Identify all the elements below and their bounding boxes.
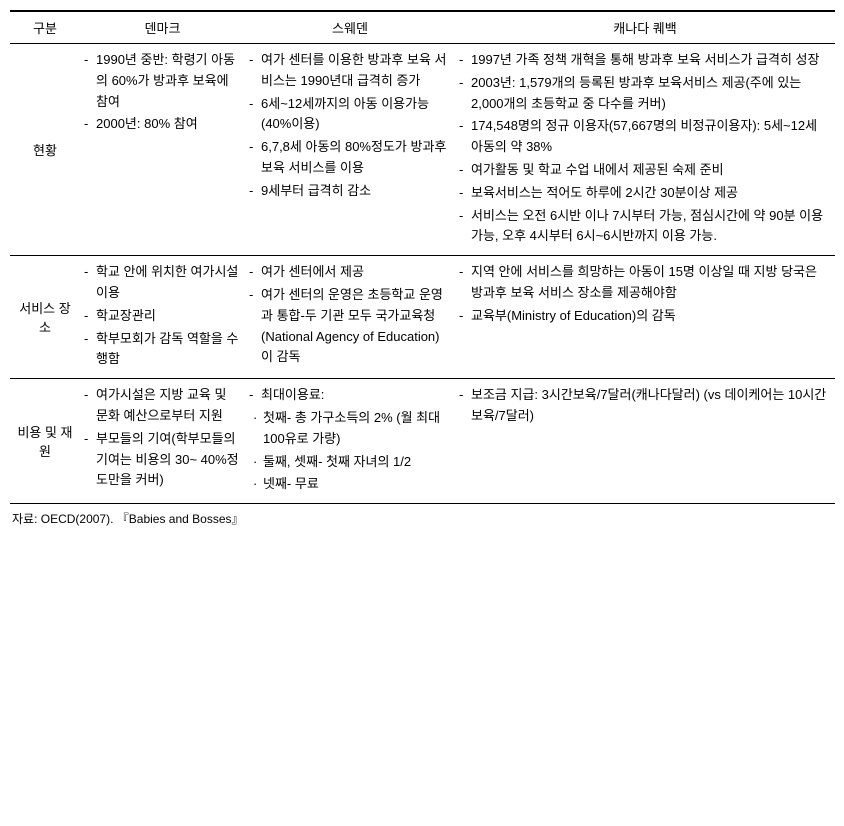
cell-sweden-cost: 최대이용료: 첫째- 총 가구소득의 2% (월 최대 100유로 가량) 둘째…	[245, 379, 455, 504]
row-label-cost: 비용 및 재원	[10, 379, 80, 504]
list-item: 지역 안에 서비스를 희망하는 아동이 15명 이상일 때 지방 당국은 방과후…	[459, 262, 831, 304]
list-item: 6,7,8세 아동의 80%정도가 방과후 보육 서비스를 이용	[249, 137, 451, 179]
cell-canada-status: 1997년 가족 정책 개혁을 통해 방과후 보육 서비스가 급격히 성장 20…	[455, 44, 835, 256]
sub-list-item: 넷째- 무료	[249, 474, 451, 495]
sub-list-item: 첫째- 총 가구소득의 2% (월 최대 100유로 가량)	[249, 408, 451, 450]
list-item: 보조금 지급: 3시간보육/7달러(캐나다달러) (vs 데이케어는 10시간보…	[459, 385, 831, 427]
list-item: 여가 센터의 운영은 초등학교 운영과 통합-두 기관 모두 국가교육청(Nat…	[249, 285, 451, 368]
cell-denmark-cost: 여가시설은 지방 교육 및 문화 예산으로부터 지원 부모들의 기여(학부모들의…	[80, 379, 245, 504]
list-item: 서비스는 오전 6시반 이나 7시부터 가능, 점심시간에 약 90분 이용 가…	[459, 206, 831, 248]
list-item: 보육서비스는 적어도 하루에 2시간 30분이상 제공	[459, 183, 831, 204]
sub-list-item: 둘째, 셋째- 첫째 자녀의 1/2	[249, 452, 451, 473]
list-item: 174,548명의 정규 이용자(57,667명의 비정규이용자): 5세~12…	[459, 116, 831, 158]
list-item: 교육부(Ministry of Education)의 감독	[459, 306, 831, 327]
list-item: 1990년 중반: 학령기 아동의 60%가 방과후 보육에 참여	[84, 50, 241, 112]
comparison-table: 구분 덴마크 스웨덴 캐나다 퀘백 현황 1990년 중반: 학령기 아동의 6…	[10, 10, 835, 504]
list-item: 학교 안에 위치한 여가시설 이용	[84, 262, 241, 304]
list-item: 부모들의 기여(학부모들의 기여는 비용의 30~ 40%정도만을 커버)	[84, 429, 241, 491]
table-row: 비용 및 재원 여가시설은 지방 교육 및 문화 예산으로부터 지원 부모들의 …	[10, 379, 835, 504]
list-item: 여가시설은 지방 교육 및 문화 예산으로부터 지원	[84, 385, 241, 427]
list-item: 학부모회가 감독 역할을 수행함	[84, 329, 241, 371]
table-row: 서비스 장소 학교 안에 위치한 여가시설 이용 학교장관리 학부모회가 감독 …	[10, 256, 835, 379]
table-row: 현황 1990년 중반: 학령기 아동의 60%가 방과후 보육에 참여 200…	[10, 44, 835, 256]
cell-canada-location: 지역 안에 서비스를 희망하는 아동이 15명 이상일 때 지방 당국은 방과후…	[455, 256, 835, 379]
cell-denmark-status: 1990년 중반: 학령기 아동의 60%가 방과후 보육에 참여 2000년:…	[80, 44, 245, 256]
cell-sweden-location: 여가 센터에서 제공 여가 센터의 운영은 초등학교 운영과 통합-두 기관 모…	[245, 256, 455, 379]
col-header-canada: 캐나다 퀘백	[455, 11, 835, 44]
list-item: 2003년: 1,579개의 등록된 방과후 보육서비스 제공(주에 있는 2,…	[459, 73, 831, 115]
list-item: 여가 센터에서 제공	[249, 262, 451, 283]
cell-sweden-status: 여가 센터를 이용한 방과후 보육 서비스는 1990년대 급격히 증가 6세~…	[245, 44, 455, 256]
col-header-denmark: 덴마크	[80, 11, 245, 44]
source-citation: 자료: OECD(2007). 『Babies and Bosses』	[10, 510, 834, 527]
cell-canada-cost: 보조금 지급: 3시간보육/7달러(캐나다달러) (vs 데이케어는 10시간보…	[455, 379, 835, 504]
table-header-row: 구분 덴마크 스웨덴 캐나다 퀘백	[10, 11, 835, 44]
list-item: 여가활동 및 학교 수업 내에서 제공된 숙제 준비	[459, 160, 831, 181]
cell-denmark-location: 학교 안에 위치한 여가시설 이용 학교장관리 학부모회가 감독 역할을 수행함	[80, 256, 245, 379]
col-header-sweden: 스웨덴	[245, 11, 455, 44]
col-header-category: 구분	[10, 11, 80, 44]
list-item: 1997년 가족 정책 개혁을 통해 방과후 보육 서비스가 급격히 성장	[459, 50, 831, 71]
list-item: 9세부터 급격히 감소	[249, 181, 451, 202]
row-label-location: 서비스 장소	[10, 256, 80, 379]
list-item: 2000년: 80% 참여	[84, 114, 241, 135]
list-item: 여가 센터를 이용한 방과후 보육 서비스는 1990년대 급격히 증가	[249, 50, 451, 92]
list-item: 최대이용료:	[249, 385, 451, 406]
list-item: 6세~12세까지의 아동 이용가능(40%이용)	[249, 94, 451, 136]
row-label-status: 현황	[10, 44, 80, 256]
list-item: 학교장관리	[84, 306, 241, 327]
